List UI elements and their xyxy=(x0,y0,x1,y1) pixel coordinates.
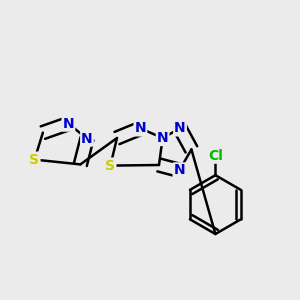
Text: N: N xyxy=(135,122,146,135)
Text: N: N xyxy=(63,117,74,130)
Text: N: N xyxy=(157,131,168,145)
Text: Cl: Cl xyxy=(208,149,223,163)
Text: N: N xyxy=(81,132,93,145)
Text: S: S xyxy=(29,153,40,166)
Text: N: N xyxy=(174,122,186,135)
Text: N: N xyxy=(174,164,185,177)
Text: S: S xyxy=(105,159,116,172)
